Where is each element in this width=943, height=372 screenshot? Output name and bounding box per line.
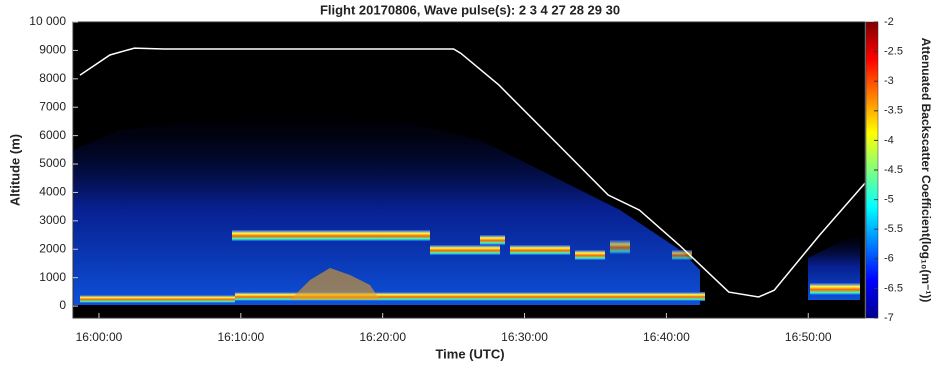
x-tick-label: 16:50:00 [785,330,832,344]
colorbar-tick-label: -4.5 [884,164,903,176]
y-tick-label: 7000 [39,99,66,113]
y-tick-label: 1000 [39,270,66,284]
colorbar-tick-label: -5.5 [884,223,903,235]
backscatter-curtain [73,110,860,305]
colorbar-tick-label: -6 [884,253,894,265]
y-axis-label: Altitude (m) [7,134,22,206]
plot-layer [79,47,866,298]
y-tick-label: 4000 [39,185,66,199]
x-tick-label: 16:40:00 [643,330,690,344]
flight-altitude-line [79,47,866,298]
y-tick-label: 9000 [39,43,66,57]
x-axis-label: Time (UTC) [435,346,504,361]
y-tick-label: 10 000 [29,14,66,28]
x-tick-label: 16:20:00 [359,330,406,344]
x-tick-label: 16:30:00 [501,330,548,344]
y-tick-label: 0 [59,298,66,312]
y-tick-label: 3000 [39,213,66,227]
colorbar-tick-label: -2.5 [884,46,903,58]
colorbar-tick-label: -7 [884,312,894,324]
colorbar-tick-label: -4 [884,134,894,146]
colorbar-tick-label: -6.5 [884,282,903,294]
colorbar-tick-label: -3.5 [884,105,903,117]
y-tick-label: 5000 [39,156,66,170]
colorbar-label: Attenuated Backscatter Coefficient(log₁₀… [919,38,933,303]
y-tick-label: 2000 [39,241,66,255]
colorbar-tick-label: -5 [884,194,894,206]
colorbar-tick-label: -2 [884,16,894,28]
y-tick-label: 8000 [39,71,66,85]
plot-frame [72,21,866,319]
chart-title: Flight 20170806, Wave pulse(s): 2 3 4 27… [320,2,620,17]
y-tick-label: 6000 [39,128,66,142]
x-tick-label: 16:10:00 [217,330,264,344]
x-tick-label: 16:00:00 [76,330,123,344]
colorbar-tick-label: -3 [884,75,894,87]
